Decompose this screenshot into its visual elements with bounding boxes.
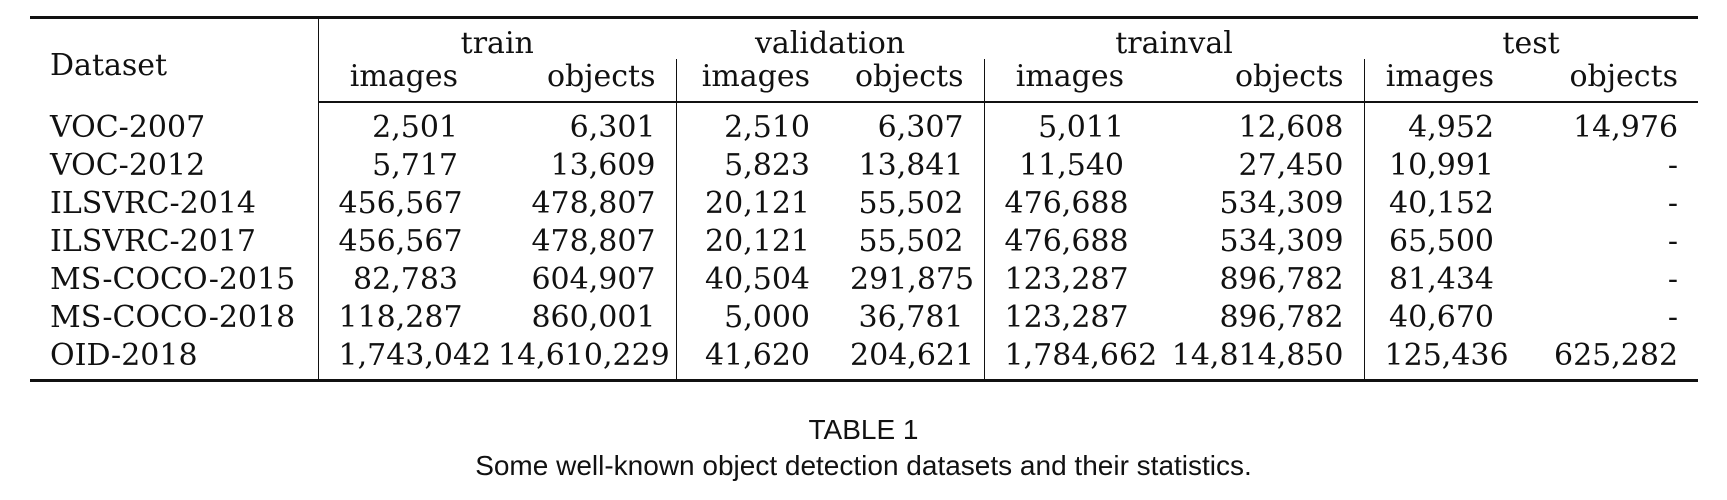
table-cell: 625,282 — [1514, 337, 1699, 382]
table-cell: 5,823 — [724, 148, 811, 183]
dataset-name-cell: VOC-2012 — [30, 147, 319, 185]
caption-label: TABLE 1 — [808, 414, 919, 445]
table-cell: 81,434 — [1389, 262, 1495, 297]
table-cell: 11,540 — [1019, 148, 1125, 183]
table-cell: - — [1667, 186, 1679, 221]
table-cell: 12,608 — [1144, 102, 1365, 147]
table-cell: 456,567 — [338, 186, 463, 221]
sub-header: images — [984, 59, 1145, 103]
sub-header: objects — [478, 59, 677, 103]
sub-header: objects — [830, 59, 985, 103]
table-cell: - — [1667, 148, 1679, 183]
table-row: MS-COCO-2018 118,287 860,001 5,000 36,781 123… — [30, 299, 1698, 337]
table-cell: 478,807 — [478, 223, 677, 261]
caption-text: Some well-known object detection dataset… — [475, 450, 1252, 481]
table-cell: 20,121 — [705, 224, 811, 259]
group-header-validation: validation — [676, 16, 985, 59]
table-cell: 4,952 — [1408, 110, 1495, 145]
sub-header: images — [676, 59, 831, 103]
table-row: VOC-2012 5,717 13,609 5,823 13,841 11,540 27,4… — [30, 147, 1698, 185]
table-cell: 1,743,042 — [318, 337, 491, 382]
table-cell: 14,976 — [1573, 110, 1679, 145]
table-cell: 5,000 — [724, 300, 811, 335]
table-cell: 456,567 — [338, 224, 463, 259]
table-cell: - — [1667, 262, 1679, 297]
sub-header: images — [1364, 59, 1515, 103]
table-cell: 40,670 — [1389, 300, 1495, 335]
table-cell: 2,510 — [724, 110, 811, 145]
table-cell: 476,688 — [1004, 186, 1129, 221]
sub-header-row: images objects images objects images obj… — [30, 59, 1699, 103]
datasets-table: Dataset train validation trainval test i… — [30, 16, 1699, 382]
dataset-header: Dataset — [30, 16, 319, 102]
table-cell: 896,782 — [1144, 299, 1365, 337]
dataset-name-cell: OID-2018 — [30, 337, 319, 382]
table-cell: 118,287 — [338, 300, 463, 335]
table-row: OID-2018 1,743,042 14,610,229 41,620 204,621… — [30, 337, 1699, 382]
table-cell: 13,609 — [478, 147, 677, 185]
table-cell: 476,688 — [1004, 224, 1129, 259]
sub-header: images — [318, 59, 478, 103]
table-cell: 123,287 — [1004, 262, 1129, 297]
table-cell: 534,309 — [1144, 223, 1365, 261]
table-cell: 534,309 — [1144, 185, 1365, 223]
dataset-name-cell: MS-COCO-2018 — [30, 299, 319, 337]
table-row: MS-COCO-2015 82,783 604,907 40,504 291,875 12… — [30, 261, 1698, 299]
table-cell: 478,807 — [478, 185, 677, 223]
dataset-name-cell: VOC-2007 — [30, 102, 319, 147]
table-cell: 41,620 — [676, 337, 831, 382]
table-cell: - — [1667, 300, 1679, 335]
table-cell: 2,501 — [372, 110, 458, 145]
table-cell: 6,307 — [830, 102, 985, 147]
table-cell: 65,500 — [1389, 224, 1495, 259]
table-cell: 40,504 — [705, 262, 811, 297]
table-cell: - — [1667, 224, 1679, 259]
group-header-test: test — [1364, 16, 1699, 59]
table-cell: 36,781 — [830, 299, 985, 337]
table-cell: 5,717 — [372, 148, 458, 183]
table-cell: 123,287 — [1004, 300, 1129, 335]
sub-header: objects — [1514, 59, 1699, 103]
table-cell: 55,502 — [830, 223, 985, 261]
dataset-name-cell: ILSVRC-2014 — [30, 185, 319, 223]
table-cell: 27,450 — [1144, 147, 1365, 185]
table-cell: 55,502 — [830, 185, 985, 223]
table-cell: 13,841 — [830, 147, 985, 185]
table-cell: 291,875 — [830, 261, 985, 299]
dataset-name-cell: MS-COCO-2015 — [30, 261, 319, 299]
table-cell: 125,436 — [1364, 337, 1515, 382]
table-cell: 82,783 — [353, 262, 458, 297]
table-cell: 896,782 — [1144, 261, 1365, 299]
table-cell: 20,121 — [705, 186, 811, 221]
table-cell: 5,011 — [1038, 110, 1125, 145]
table-cell: 1,784,662 — [984, 337, 1157, 382]
table-cell: 14,814,850 — [1144, 337, 1365, 382]
table-row: ILSVRC-2017 456,567 478,807 20,121 55,502 476… — [30, 223, 1698, 261]
table-cell: 14,610,229 — [478, 337, 677, 382]
table-cell: 10,991 — [1389, 148, 1495, 183]
sub-header: objects — [1144, 59, 1365, 103]
group-header-row: Dataset train validation trainval test — [30, 16, 1699, 102]
group-header-train: train — [318, 16, 677, 59]
table-row: VOC-2007 2,501 6,301 2,510 6,307 5,011 12,608 4… — [30, 102, 1698, 147]
dataset-name-cell: ILSVRC-2017 — [30, 223, 319, 261]
group-header-trainval: trainval — [984, 16, 1365, 59]
table-cell: 860,001 — [478, 299, 677, 337]
table-cell: 40,152 — [1389, 186, 1495, 221]
table-row: ILSVRC-2014 456,567 478,807 20,121 55,502 476… — [30, 185, 1698, 223]
table-body: VOC-2007 2,501 6,301 2,510 6,307 5,011 12,608 4… — [30, 102, 1699, 382]
table-cell: 604,907 — [478, 261, 677, 299]
table-caption: TABLE 1 Some well-known object detection… — [0, 412, 1727, 484]
table-cell: 6,301 — [478, 102, 677, 147]
table-cell: 204,621 — [830, 337, 985, 382]
